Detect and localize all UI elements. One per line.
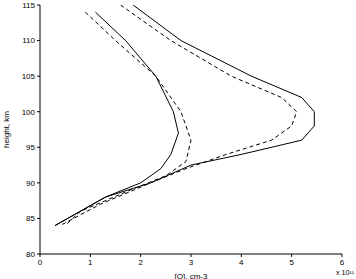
svg-text:85: 85 — [26, 214, 35, 223]
html-text:x 10¹¹: x 10¹¹ — [336, 269, 354, 276]
svg-text:90: 90 — [26, 179, 35, 188]
svg-text:3: 3 — [189, 258, 194, 267]
svg-text:105: 105 — [22, 72, 36, 81]
svg-text:2: 2 — [138, 258, 143, 267]
svg-text:110: 110 — [22, 36, 35, 45]
svg-text:4: 4 — [239, 258, 244, 267]
svg-text:115: 115 — [22, 1, 35, 10]
svg-text:80: 80 — [26, 250, 35, 259]
svg-text:6: 6 — [340, 258, 345, 267]
svg-text:5: 5 — [289, 258, 294, 267]
svg-text:100: 100 — [22, 108, 36, 117]
svg-text:0: 0 — [38, 258, 43, 267]
svg-text:height, km: height, km — [8, 111, 11, 148]
svg-text:95: 95 — [26, 143, 35, 152]
svg-text:[O], cm-3: [O], cm-3 — [175, 272, 208, 279]
svg-text:1: 1 — [88, 258, 93, 267]
